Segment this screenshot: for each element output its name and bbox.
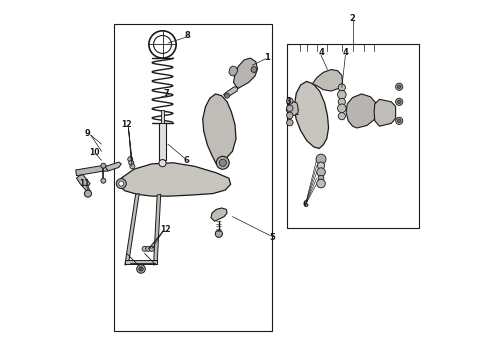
- Circle shape: [219, 159, 226, 166]
- Polygon shape: [105, 162, 122, 171]
- Circle shape: [149, 246, 154, 251]
- Circle shape: [224, 93, 230, 98]
- Bar: [287, 44, 419, 228]
- Text: 12: 12: [122, 120, 132, 129]
- Circle shape: [139, 267, 143, 271]
- Circle shape: [318, 162, 324, 169]
- Circle shape: [318, 175, 324, 181]
- Circle shape: [130, 164, 135, 169]
- Circle shape: [251, 67, 257, 72]
- Circle shape: [338, 84, 345, 91]
- Circle shape: [317, 179, 325, 188]
- Polygon shape: [159, 123, 166, 160]
- Circle shape: [153, 36, 172, 53]
- Circle shape: [159, 159, 166, 167]
- Circle shape: [142, 246, 147, 251]
- Text: 5: 5: [269, 233, 275, 242]
- Text: 9: 9: [85, 129, 91, 138]
- Circle shape: [101, 163, 106, 168]
- Circle shape: [101, 178, 106, 183]
- Circle shape: [119, 181, 124, 186]
- Circle shape: [287, 120, 293, 126]
- Text: 4: 4: [318, 48, 324, 57]
- Circle shape: [395, 117, 403, 125]
- Circle shape: [116, 179, 126, 189]
- Polygon shape: [125, 260, 157, 264]
- Circle shape: [338, 98, 345, 105]
- Text: 1: 1: [264, 53, 270, 62]
- Polygon shape: [294, 81, 329, 148]
- Bar: [114, 24, 272, 330]
- Circle shape: [397, 100, 401, 104]
- Text: 3: 3: [286, 96, 292, 105]
- Polygon shape: [223, 87, 238, 98]
- Circle shape: [395, 83, 403, 90]
- Polygon shape: [211, 208, 227, 221]
- Circle shape: [215, 230, 222, 237]
- Polygon shape: [346, 94, 377, 128]
- Polygon shape: [313, 69, 343, 91]
- Text: 2: 2: [350, 14, 356, 23]
- Circle shape: [128, 157, 133, 162]
- Circle shape: [287, 112, 293, 119]
- Polygon shape: [203, 94, 236, 164]
- Circle shape: [316, 154, 326, 164]
- Circle shape: [317, 168, 325, 176]
- Polygon shape: [125, 194, 139, 265]
- Circle shape: [397, 85, 401, 89]
- Circle shape: [84, 190, 92, 197]
- Text: 10: 10: [89, 148, 99, 157]
- Text: 4: 4: [343, 48, 348, 57]
- Circle shape: [338, 113, 345, 120]
- Circle shape: [129, 160, 134, 165]
- Circle shape: [287, 105, 293, 112]
- Polygon shape: [286, 102, 298, 116]
- Circle shape: [395, 98, 403, 105]
- Circle shape: [287, 98, 293, 104]
- Text: 11: 11: [79, 179, 90, 188]
- Polygon shape: [229, 66, 238, 76]
- Polygon shape: [161, 110, 164, 123]
- Text: 6: 6: [302, 200, 308, 209]
- Text: 6: 6: [184, 156, 190, 165]
- Text: 12: 12: [160, 225, 171, 234]
- Polygon shape: [153, 194, 161, 265]
- Polygon shape: [76, 175, 90, 193]
- Circle shape: [216, 156, 229, 169]
- Circle shape: [146, 246, 151, 251]
- Polygon shape: [76, 166, 108, 176]
- Circle shape: [338, 104, 346, 113]
- Polygon shape: [234, 58, 258, 89]
- Polygon shape: [119, 163, 231, 196]
- Circle shape: [338, 90, 346, 99]
- Text: 8: 8: [185, 31, 191, 40]
- Circle shape: [397, 119, 401, 123]
- Circle shape: [137, 265, 146, 273]
- Polygon shape: [374, 99, 395, 126]
- Text: 7: 7: [164, 89, 170, 98]
